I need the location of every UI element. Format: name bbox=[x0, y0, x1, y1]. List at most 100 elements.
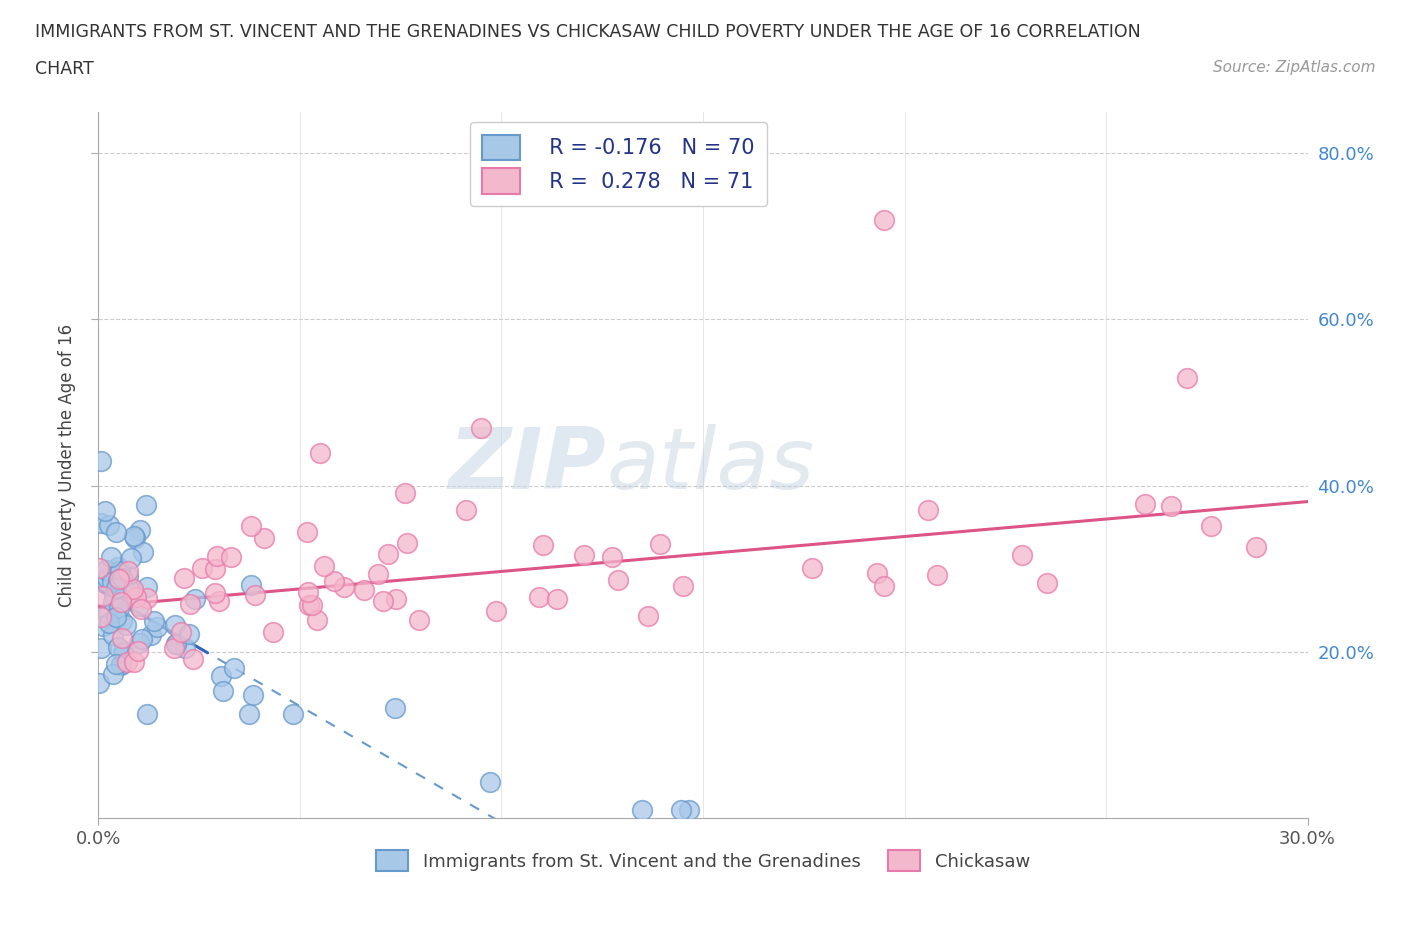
Text: Source: ZipAtlas.com: Source: ZipAtlas.com bbox=[1212, 60, 1375, 75]
Point bbox=[305, 613, 328, 628]
Point bbox=[103, 589, 125, 604]
Point bbox=[120, 551, 142, 565]
Point bbox=[179, 596, 201, 611]
Point bbox=[165, 636, 187, 651]
Point bbox=[112, 644, 135, 658]
Point bbox=[90, 610, 112, 625]
Point bbox=[927, 568, 949, 583]
Point bbox=[104, 657, 127, 671]
Point bbox=[110, 657, 132, 671]
Point bbox=[245, 588, 267, 603]
Point bbox=[678, 803, 700, 817]
Point bbox=[111, 614, 134, 629]
Point bbox=[204, 585, 226, 600]
Point bbox=[110, 658, 132, 672]
Point bbox=[131, 602, 153, 617]
Text: CHART: CHART bbox=[35, 60, 94, 78]
Point bbox=[873, 212, 896, 227]
Point bbox=[101, 628, 124, 643]
Point bbox=[105, 601, 128, 616]
Point bbox=[124, 531, 146, 546]
Point bbox=[163, 641, 186, 656]
Point bbox=[669, 803, 692, 817]
Point bbox=[208, 594, 231, 609]
Point bbox=[239, 578, 262, 592]
Point bbox=[128, 598, 150, 613]
Point bbox=[117, 564, 139, 578]
Point bbox=[100, 550, 122, 565]
Point bbox=[135, 498, 157, 513]
Point bbox=[637, 609, 659, 624]
Point bbox=[136, 591, 159, 605]
Point bbox=[136, 580, 159, 595]
Point bbox=[309, 445, 332, 460]
Point bbox=[103, 595, 125, 610]
Point bbox=[91, 589, 114, 604]
Point bbox=[572, 548, 595, 563]
Text: ZIP: ZIP bbox=[449, 423, 606, 507]
Point bbox=[253, 530, 276, 545]
Point bbox=[606, 573, 628, 588]
Point bbox=[111, 570, 134, 585]
Point bbox=[90, 640, 112, 655]
Point bbox=[866, 565, 889, 580]
Point bbox=[136, 707, 159, 722]
Point bbox=[219, 550, 242, 565]
Y-axis label: Child Poverty Under the Age of 16: Child Poverty Under the Age of 16 bbox=[58, 324, 76, 606]
Point bbox=[1199, 519, 1222, 534]
Point bbox=[94, 504, 117, 519]
Point bbox=[101, 575, 124, 590]
Point bbox=[240, 518, 263, 533]
Point bbox=[97, 616, 120, 631]
Point bbox=[97, 606, 120, 621]
Point bbox=[128, 523, 150, 538]
Point bbox=[146, 619, 169, 634]
Point bbox=[114, 618, 136, 632]
Point bbox=[122, 585, 145, 600]
Point bbox=[485, 604, 508, 618]
Point bbox=[105, 610, 128, 625]
Point bbox=[128, 636, 150, 651]
Point bbox=[281, 706, 304, 721]
Point bbox=[408, 612, 430, 627]
Point bbox=[204, 562, 226, 577]
Point bbox=[107, 572, 129, 587]
Point bbox=[96, 574, 118, 589]
Point bbox=[456, 502, 478, 517]
Point bbox=[377, 547, 399, 562]
Point bbox=[163, 618, 186, 633]
Point bbox=[672, 578, 695, 593]
Point bbox=[367, 566, 389, 581]
Point bbox=[394, 485, 416, 500]
Point bbox=[112, 645, 135, 660]
Point bbox=[917, 503, 939, 518]
Legend: Immigrants from St. Vincent and the Grenadines, Chickasaw: Immigrants from St. Vincent and the Gren… bbox=[367, 841, 1039, 880]
Point bbox=[322, 573, 344, 588]
Point bbox=[298, 597, 321, 612]
Point bbox=[173, 571, 195, 586]
Point bbox=[108, 564, 131, 578]
Point bbox=[107, 640, 129, 655]
Point bbox=[103, 666, 125, 681]
Point bbox=[631, 803, 654, 817]
Point bbox=[122, 528, 145, 543]
Point bbox=[142, 614, 165, 629]
Point bbox=[479, 775, 502, 790]
Point bbox=[1175, 370, 1198, 385]
Point bbox=[181, 651, 204, 666]
Point bbox=[384, 700, 406, 715]
Point bbox=[94, 563, 117, 578]
Point bbox=[212, 684, 235, 698]
Point bbox=[262, 625, 284, 640]
Point bbox=[96, 570, 118, 585]
Point bbox=[1011, 548, 1033, 563]
Point bbox=[1244, 540, 1267, 555]
Point bbox=[125, 590, 148, 604]
Point bbox=[205, 549, 228, 564]
Point bbox=[173, 641, 195, 656]
Point bbox=[371, 593, 394, 608]
Point bbox=[132, 545, 155, 560]
Point bbox=[314, 559, 336, 574]
Point bbox=[107, 560, 129, 575]
Point bbox=[105, 580, 128, 595]
